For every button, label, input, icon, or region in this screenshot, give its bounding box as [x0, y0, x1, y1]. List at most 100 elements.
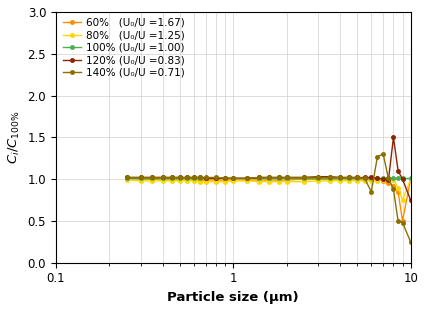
- 80%   (U₀/U =1.25): [257, 180, 262, 183]
- 100% (U₀/U =1.00): [257, 176, 262, 180]
- 60%   (U₀/U =1.67): [337, 177, 343, 181]
- 100% (U₀/U =1.00): [124, 176, 129, 180]
- 120% (U₀/U =0.83): [355, 176, 360, 179]
- 100% (U₀/U =1.00): [337, 176, 343, 180]
- 80%   (U₀/U =1.25): [124, 178, 129, 182]
- 100% (U₀/U =1.00): [198, 176, 203, 180]
- 60%   (U₀/U =1.67): [150, 177, 155, 181]
- 80%   (U₀/U =1.25): [150, 179, 155, 183]
- 100% (U₀/U =1.00): [408, 176, 413, 180]
- 120% (U₀/U =0.83): [160, 176, 165, 179]
- 100% (U₀/U =1.00): [169, 176, 174, 180]
- 80%   (U₀/U =1.25): [400, 198, 405, 202]
- 100% (U₀/U =1.00): [223, 176, 228, 180]
- 100% (U₀/U =1.00): [245, 176, 250, 180]
- 80%   (U₀/U =1.25): [375, 179, 380, 183]
- 60%   (U₀/U =1.67): [301, 177, 306, 181]
- 140% (U₀/U =0.71): [223, 176, 228, 180]
- 140% (U₀/U =0.71): [346, 176, 351, 179]
- 140% (U₀/U =0.71): [191, 176, 196, 179]
- 60%   (U₀/U =1.67): [375, 178, 380, 182]
- 120% (U₀/U =0.83): [396, 169, 401, 173]
- 140% (U₀/U =0.71): [213, 176, 218, 179]
- 60%   (U₀/U =1.67): [327, 177, 332, 181]
- 100% (U₀/U =1.00): [386, 176, 391, 180]
- 140% (U₀/U =0.71): [160, 176, 165, 179]
- 120% (U₀/U =0.83): [198, 176, 203, 179]
- 80%   (U₀/U =1.25): [355, 179, 360, 183]
- 60%   (U₀/U =1.67): [362, 178, 367, 182]
- 140% (U₀/U =0.71): [408, 240, 413, 244]
- 80%   (U₀/U =1.25): [191, 179, 196, 183]
- 60%   (U₀/U =1.67): [169, 177, 174, 181]
- 140% (U₀/U =0.71): [276, 176, 281, 179]
- 60%   (U₀/U =1.67): [185, 177, 190, 181]
- 100% (U₀/U =1.00): [284, 176, 289, 180]
- 140% (U₀/U =0.71): [396, 219, 401, 223]
- 80%   (U₀/U =1.25): [231, 179, 236, 183]
- 60%   (U₀/U =1.67): [231, 178, 236, 182]
- 120% (U₀/U =0.83): [185, 176, 190, 179]
- 60%   (U₀/U =1.67): [396, 190, 401, 193]
- 120% (U₀/U =0.83): [169, 176, 174, 179]
- 140% (U₀/U =0.71): [231, 176, 236, 180]
- 100% (U₀/U =1.00): [375, 176, 380, 180]
- 100% (U₀/U =1.00): [396, 176, 401, 180]
- 60%   (U₀/U =1.67): [138, 177, 143, 181]
- 100% (U₀/U =1.00): [315, 176, 320, 180]
- Line: 80%   (U₀/U =1.25): 80% (U₀/U =1.25): [125, 177, 413, 202]
- 60%   (U₀/U =1.67): [276, 178, 281, 182]
- Line: 60%   (U₀/U =1.67): 60% (U₀/U =1.67): [125, 176, 413, 223]
- 60%   (U₀/U =1.67): [191, 177, 196, 181]
- 140% (U₀/U =0.71): [301, 176, 306, 179]
- 140% (U₀/U =0.71): [257, 176, 262, 179]
- 100% (U₀/U =1.00): [400, 176, 405, 180]
- 100% (U₀/U =1.00): [150, 176, 155, 180]
- 60%   (U₀/U =1.67): [408, 177, 413, 181]
- 100% (U₀/U =1.00): [138, 176, 143, 180]
- 80%   (U₀/U =1.25): [213, 180, 218, 183]
- 80%   (U₀/U =1.25): [160, 179, 165, 183]
- 100% (U₀/U =1.00): [362, 176, 367, 180]
- 140% (U₀/U =0.71): [198, 176, 203, 179]
- Y-axis label: $C_i/C_{100\%}$: $C_i/C_{100\%}$: [7, 110, 22, 164]
- 60%   (U₀/U =1.67): [386, 181, 391, 184]
- 120% (U₀/U =0.83): [138, 176, 143, 179]
- 120% (U₀/U =0.83): [327, 175, 332, 179]
- X-axis label: Particle size (μm): Particle size (μm): [167, 291, 299, 304]
- 60%   (U₀/U =1.67): [124, 176, 129, 180]
- 60%   (U₀/U =1.67): [391, 184, 396, 188]
- 60%   (U₀/U =1.67): [284, 178, 289, 182]
- 140% (U₀/U =0.71): [391, 187, 396, 191]
- 80%   (U₀/U =1.25): [386, 178, 391, 182]
- 60%   (U₀/U =1.67): [257, 178, 262, 182]
- 120% (U₀/U =0.83): [213, 176, 218, 180]
- 140% (U₀/U =0.71): [185, 176, 190, 179]
- 140% (U₀/U =0.71): [284, 176, 289, 179]
- 80%   (U₀/U =1.25): [203, 180, 208, 183]
- 140% (U₀/U =0.71): [169, 176, 174, 179]
- 100% (U₀/U =1.00): [301, 176, 306, 180]
- 100% (U₀/U =1.00): [391, 176, 396, 180]
- 100% (U₀/U =1.00): [327, 176, 332, 180]
- 120% (U₀/U =0.83): [124, 176, 129, 179]
- 60%   (U₀/U =1.67): [160, 177, 165, 181]
- 120% (U₀/U =0.83): [231, 176, 236, 180]
- 120% (U₀/U =0.83): [276, 176, 281, 179]
- 80%   (U₀/U =1.25): [369, 179, 374, 183]
- 140% (U₀/U =0.71): [150, 176, 155, 179]
- 60%   (U₀/U =1.67): [177, 177, 182, 181]
- 100% (U₀/U =1.00): [213, 176, 218, 180]
- 100% (U₀/U =1.00): [369, 176, 374, 180]
- 140% (U₀/U =0.71): [355, 176, 360, 179]
- 80%   (U₀/U =1.25): [267, 180, 272, 183]
- 120% (U₀/U =0.83): [223, 176, 228, 180]
- 60%   (U₀/U =1.67): [400, 219, 405, 223]
- 80%   (U₀/U =1.25): [138, 179, 143, 183]
- 120% (U₀/U =0.83): [346, 176, 351, 179]
- 120% (U₀/U =0.83): [191, 176, 196, 179]
- 100% (U₀/U =1.00): [203, 176, 208, 180]
- 100% (U₀/U =1.00): [231, 176, 236, 180]
- 80%   (U₀/U =1.25): [327, 179, 332, 183]
- 120% (U₀/U =0.83): [150, 176, 155, 179]
